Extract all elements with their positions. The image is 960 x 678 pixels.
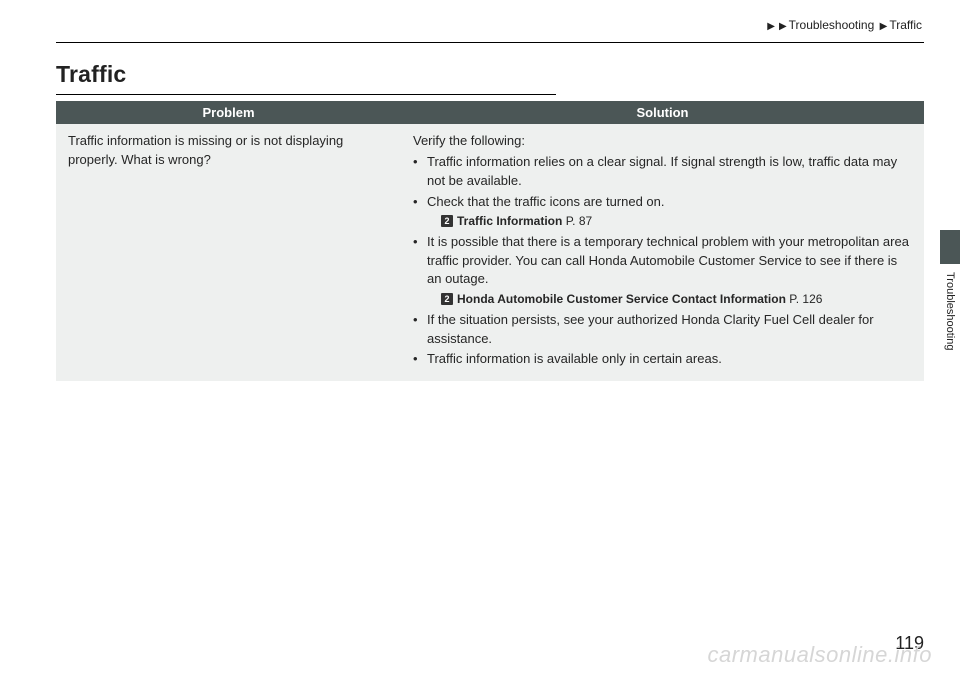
col-header-problem: Problem <box>56 101 401 124</box>
list-item: If the situation persists, see your auth… <box>413 311 912 349</box>
page-root: ▶▶Troubleshooting ▶Traffic Traffic Probl… <box>0 0 960 678</box>
cell-solution: Verify the following: Traffic informatio… <box>401 124 924 381</box>
troubleshooting-table: Problem Solution Traffic information is … <box>56 101 924 381</box>
xref-title: Honda Automobile Customer Service Contac… <box>457 292 786 306</box>
breadcrumb: ▶▶Troubleshooting ▶Traffic <box>56 18 924 32</box>
page-number: 119 <box>895 633 924 654</box>
solution-list: Traffic information relies on a clear si… <box>413 153 912 369</box>
col-header-solution: Solution <box>401 101 924 124</box>
list-item: Traffic information relies on a clear si… <box>413 153 912 191</box>
list-item: Check that the traffic icons are turned … <box>413 193 912 231</box>
top-divider <box>56 42 924 43</box>
breadcrumb-arrow-icon: ▶ <box>880 21 888 32</box>
xref-page: P. 87 <box>566 214 592 228</box>
breadcrumb-level-1: Troubleshooting <box>789 18 875 32</box>
side-section-label: Troubleshooting <box>940 272 960 392</box>
table-header-row: Problem Solution <box>56 101 924 124</box>
cross-reference: 2 Traffic Information P. 87 <box>427 213 912 230</box>
section-title: Traffic <box>56 61 924 88</box>
solution-lead: Verify the following: <box>413 132 912 151</box>
list-item-text: Check that the traffic icons are turned … <box>427 194 665 209</box>
side-tab-marker <box>940 230 960 264</box>
list-item: It is possible that there is a temporary… <box>413 233 912 309</box>
breadcrumb-arrow-icon: ▶ <box>779 21 787 32</box>
list-item-text: It is possible that there is a temporary… <box>427 234 909 287</box>
list-item: Traffic information is available only in… <box>413 350 912 369</box>
cross-reference: 2 Honda Automobile Customer Service Conta… <box>427 291 912 308</box>
xref-icon: 2 <box>441 293 453 305</box>
cell-problem: Traffic information is missing or is not… <box>56 124 401 381</box>
xref-title: Traffic Information <box>457 214 562 228</box>
table-row: Traffic information is missing or is not… <box>56 124 924 381</box>
xref-page: P. 126 <box>789 292 822 306</box>
breadcrumb-level-2: Traffic <box>889 18 922 32</box>
title-underline <box>56 94 556 95</box>
xref-icon: 2 <box>441 215 453 227</box>
breadcrumb-arrow-icon: ▶ <box>767 21 775 32</box>
